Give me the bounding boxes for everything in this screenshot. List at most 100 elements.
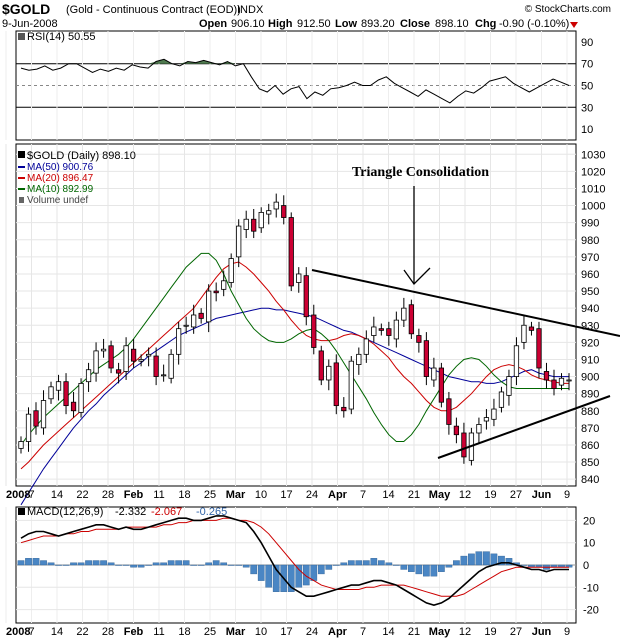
macd-histogram-bar: [362, 560, 370, 566]
macd-histogram-bar: [475, 551, 483, 566]
macd-histogram-bar: [332, 564, 340, 566]
macd-histogram-bar: [438, 564, 445, 572]
macd-histogram-bar: [257, 564, 265, 581]
candle-body: [266, 210, 272, 215]
macd-histogram-bar: [70, 562, 77, 566]
macd-x-tick-label: 10: [255, 626, 267, 638]
grid: [5, 31, 576, 623]
candle-body: [40, 400, 47, 429]
macd-histogram-bar: [250, 564, 258, 575]
price-x-tick-label: 9: [564, 489, 570, 501]
macd-x-tick-label: 18: [178, 626, 190, 638]
candle-body: [183, 324, 189, 327]
candle-body: [483, 417, 490, 422]
quote-bar: Open 906.10 High 912.50 Low 893.20 Close…: [199, 18, 578, 30]
macd-x-tick-label: Feb: [124, 626, 144, 638]
macd-histogram-bar: [77, 562, 85, 566]
candle-body: [93, 350, 99, 374]
macd-histogram-bar: [408, 564, 415, 572]
down-arrow-icon: [570, 22, 578, 28]
rsi-line: [20, 58, 570, 104]
macd-histogram-bar: [55, 564, 62, 566]
macd-histogram-bar: [295, 564, 303, 588]
macd-x-tick-label: Mar: [226, 626, 246, 638]
macd-histogram-bar: [197, 564, 205, 566]
price-x-tick-label: Jun: [532, 489, 552, 501]
candle-body: [303, 275, 309, 318]
price-legend: $GOLD (Daily) 898.10 MA(50) 900.76 MA(20…: [18, 150, 136, 206]
macd-x-tick-label: 17: [280, 626, 292, 638]
legend-ma50: MA(50) 900.76: [27, 162, 94, 173]
macd-series: [17, 515, 573, 607]
macd-histogram-bar: [310, 564, 318, 581]
macd-signal-line: [20, 517, 569, 597]
close-value: 898.10: [435, 18, 469, 30]
macd-legend-swatch: [18, 508, 25, 515]
price-tick-label: 1010: [581, 183, 605, 195]
price-x-tick-label: 7: [360, 489, 366, 501]
price-tick-label: 860: [581, 440, 599, 452]
macd-histogram-bar: [182, 560, 190, 566]
candle-body: [551, 379, 557, 389]
macd-histogram-bar: [32, 558, 40, 566]
macd-x-tick-label: 28: [102, 626, 114, 638]
price-x-tick-label: Feb: [124, 489, 144, 501]
price-x-tick-label: 22: [76, 489, 88, 501]
rsi-tick-label: 70: [581, 59, 593, 71]
candle-body: [348, 360, 354, 410]
macd-histogram-bar: [483, 551, 490, 566]
macd-histogram-bar: [227, 564, 235, 566]
candle-body: [506, 376, 512, 396]
ma50-line: [20, 307, 569, 506]
candle-body: [491, 408, 497, 420]
macd-tick-label: 0: [583, 560, 589, 572]
price-x-tick-label: 11: [153, 489, 164, 501]
candle-body: [401, 307, 407, 321]
candle-body: [476, 424, 482, 434]
price-x-tick-label: 27: [510, 489, 522, 501]
price-x-tick-label: 28: [102, 489, 114, 501]
legend-ma10: MA(10) 892.99: [27, 184, 94, 195]
macd-tick-label: -20: [583, 605, 599, 617]
rsi-series: [20, 58, 570, 104]
candle-body: [558, 377, 565, 386]
price-panel: [15, 143, 577, 487]
macd-line: [20, 515, 569, 607]
macd-hist-value: -0.265: [196, 506, 227, 518]
price-tick-label: 850: [581, 457, 599, 469]
candle-body: [273, 201, 279, 210]
candle-body: [288, 217, 294, 287]
candle-body: [318, 350, 324, 381]
macd-histogram-bar: [340, 562, 348, 566]
candle-body: [513, 345, 520, 377]
macd-histogram-bar: [430, 564, 438, 577]
candle-body: [296, 273, 302, 283]
candle-body: [461, 432, 467, 458]
macd-histogram-bar: [122, 564, 130, 566]
candle-body: [198, 312, 204, 319]
annotation-text: Triangle Consolidation: [352, 165, 489, 180]
candle-body: [498, 391, 505, 408]
macd-histogram-bar: [423, 564, 430, 577]
candle-body: [258, 211, 264, 229]
price-x-tick-label: 2008: [6, 489, 30, 501]
price-x-tick-label: May: [429, 489, 451, 501]
macd-x-tick-label: Apr: [328, 626, 348, 638]
candle-body: [115, 369, 122, 374]
macd-histogram-bar: [220, 562, 228, 566]
macd-histogram-bar: [167, 560, 175, 566]
price-tick-label: 940: [581, 303, 599, 315]
macd-histogram-bar: [400, 564, 408, 570]
candle-body: [341, 406, 347, 412]
price-x-tick-label: 18: [178, 489, 190, 501]
price-x-tick-label: 25: [204, 489, 216, 501]
candle-body: [63, 381, 69, 407]
macd-histogram-bar: [370, 558, 378, 566]
macd-histogram-bar: [17, 560, 25, 566]
price-x-tick-label: 14: [51, 489, 63, 501]
macd-histogram-bar: [287, 564, 295, 592]
macd-histogram-bar: [265, 564, 273, 588]
candle-body: [130, 348, 137, 362]
low-label: Low: [335, 18, 357, 30]
candle-body: [85, 369, 92, 383]
